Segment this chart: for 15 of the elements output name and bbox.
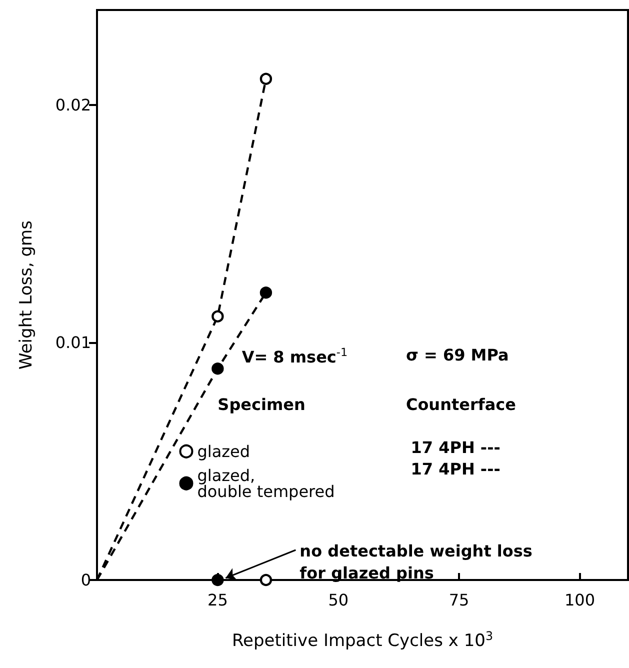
legend-label: glazed [197,442,250,461]
x-tick-label: 25 [208,590,228,610]
annotation: 17 4PH --- [410,459,500,478]
annotation: Counterface [406,395,516,414]
x-tick-label: 50 [328,590,349,610]
annotation: 17 4PH --- [410,438,500,457]
y-axis-title: Weight Loss, gms [16,220,36,370]
y-tick-label: 0 [80,570,91,590]
y-tick-label: 0.01 [55,333,91,352]
legend-label: glazed, double tempered [197,466,335,501]
legend-title: Specimen [218,395,306,414]
x-tick-label: 75 [448,590,470,610]
y-tick-label: 0.02 [55,96,91,114]
annotation: σ = 69 MPa [406,345,509,364]
x-tick-label: 100 [564,590,595,610]
